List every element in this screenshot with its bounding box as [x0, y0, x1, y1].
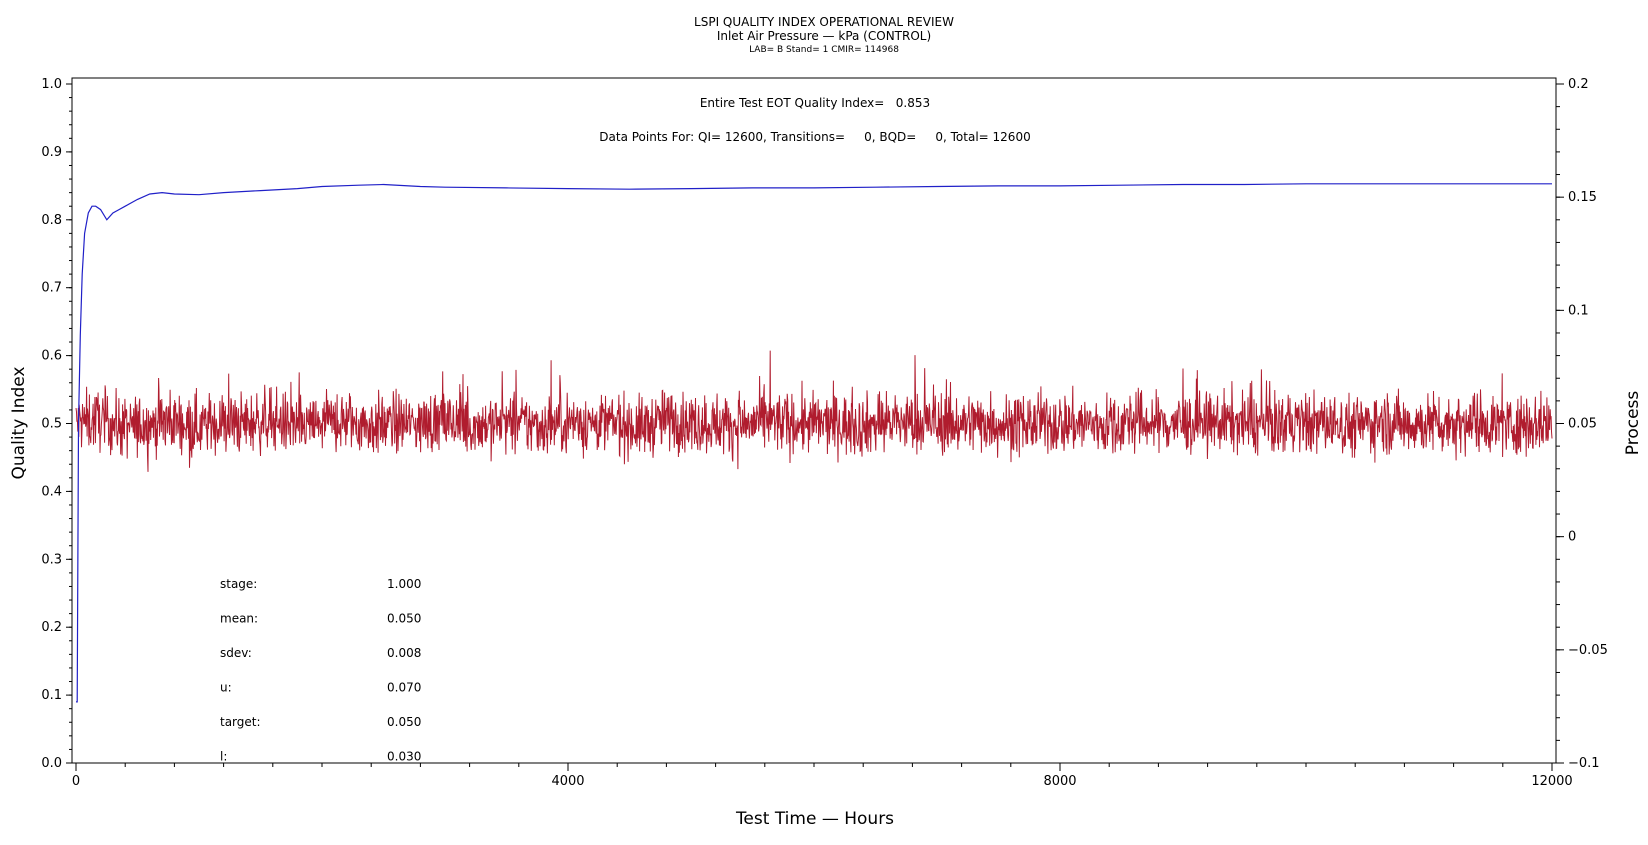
chart-subtitle: Inlet Air Pressure — kPa (CONTROL) — [717, 29, 931, 43]
y-left-axis-ticks: 0.0 0.1 0.2 0.3 0.4 0.5 0.6 0.7 0.8 0.9 1.0 — [41, 77, 72, 771]
process-line — [75, 350, 1553, 472]
y-right-axis-label: Process — [1623, 391, 1643, 456]
stat-label: u: — [220, 681, 232, 695]
y-right-tick-label: 0.2 — [1568, 77, 1589, 92]
x-axis-label: Test Time — Hours — [735, 809, 894, 829]
y-right-tick-label: −0.1 — [1568, 756, 1600, 771]
x-tick-label: 12000 — [1531, 774, 1572, 789]
stat-value: 1.000 — [387, 577, 421, 591]
y-left-tick-label: 0.8 — [41, 213, 62, 228]
x-tick-label: 8000 — [1043, 774, 1076, 789]
quality-index-series — [76, 183, 1552, 703]
stat-value: 0.008 — [387, 646, 421, 660]
quality-index-line — [76, 183, 1552, 703]
stat-value: 0.050 — [387, 612, 421, 626]
stat-label: l: — [220, 750, 227, 764]
stat-value: 0.050 — [387, 715, 421, 729]
quality-index-annotation: Entire Test EOT Quality Index= 0.853 — [700, 96, 930, 110]
chart-meta-line: LAB= B Stand= 1 CMIR= 114968 — [749, 45, 899, 55]
y-left-tick-label: 0.5 — [41, 417, 62, 432]
y-left-tick-label: 0.1 — [41, 688, 62, 703]
chart-title: LSPI QUALITY INDEX OPERATIONAL REVIEW — [694, 15, 954, 29]
y-right-tick-label: −0.05 — [1568, 643, 1608, 658]
y-left-tick-label: 1.0 — [41, 77, 62, 92]
stat-label: stage: — [220, 577, 257, 591]
process-series — [75, 350, 1553, 472]
y-right-tick-label: 0.05 — [1568, 417, 1597, 432]
stat-label: mean: — [220, 612, 258, 626]
y-left-tick-label: 0.9 — [41, 145, 62, 160]
y-right-tick-label: 0.1 — [1568, 303, 1589, 318]
y-left-axis-label: Quality Index — [9, 367, 29, 480]
stats-block: stage: 1.000 mean: 0.050 sdev: 0.008 u: 0.070 ta… — [220, 577, 421, 764]
stat-label: sdev: — [220, 646, 252, 660]
stat-value: 0.070 — [387, 681, 421, 695]
y-right-tick-label: 0.15 — [1568, 190, 1597, 205]
y-left-tick-label: 0.2 — [41, 620, 62, 635]
y-left-tick-label: 0.0 — [41, 756, 62, 771]
y-left-tick-label: 0.7 — [41, 281, 62, 296]
stat-value: 0.030 — [387, 750, 421, 764]
x-tick-label: 4000 — [551, 774, 584, 789]
x-tick-label: 0 — [72, 774, 80, 789]
y-left-tick-label: 0.4 — [41, 484, 62, 499]
y-right-axis-ticks: −0.1 −0.05 0 0.05 0.1 0.15 0.2 — [1556, 77, 1608, 771]
x-axis-ticks: 0 4000 8000 12000 — [72, 763, 1573, 789]
y-right-tick-label: 0 — [1568, 530, 1576, 545]
stat-label: target: — [220, 715, 261, 729]
data-points-annotation: Data Points For: QI= 12600, Transitions=… — [599, 130, 1030, 144]
y-left-tick-label: 0.6 — [41, 349, 62, 364]
y-left-tick-label: 0.3 — [41, 552, 62, 567]
